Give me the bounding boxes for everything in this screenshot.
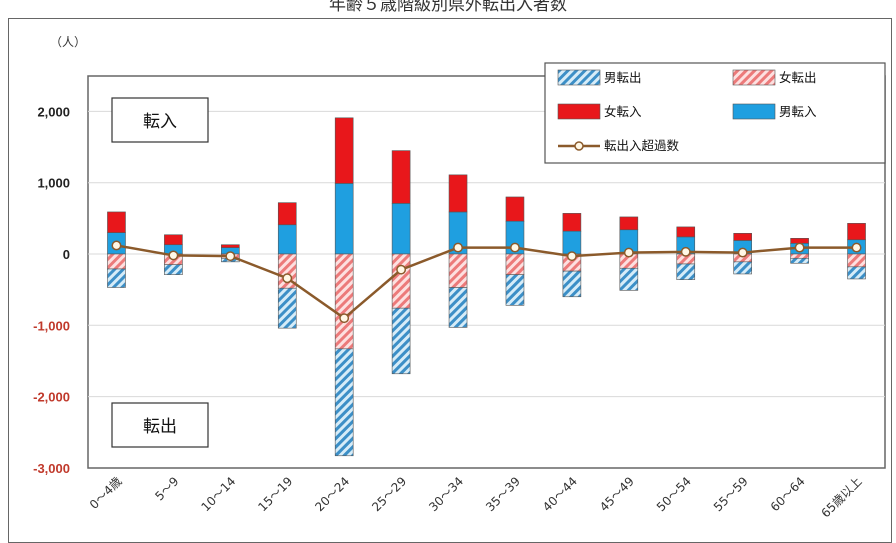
bar-female-out bbox=[448, 253, 468, 288]
bar-female-out bbox=[107, 253, 126, 270]
net-migration-point bbox=[737, 247, 748, 258]
net-migration-point bbox=[623, 247, 634, 258]
y-tick-label: 2,000 bbox=[37, 104, 70, 119]
net-migration-point bbox=[680, 246, 691, 257]
y-tick-label: -1,000 bbox=[33, 318, 70, 333]
bar-male-in bbox=[562, 230, 582, 255]
bar-male-out bbox=[790, 257, 809, 264]
legend-label: 男転入 bbox=[779, 104, 817, 119]
bar-female-out bbox=[790, 253, 809, 259]
bar-female-in bbox=[619, 216, 639, 231]
net-migration-point bbox=[794, 242, 805, 253]
bar-female-in bbox=[334, 117, 354, 184]
bar-male-out bbox=[277, 287, 297, 329]
bar-female-in bbox=[448, 174, 468, 213]
y-axis-unit: （人） bbox=[50, 35, 86, 49]
bar-female-in bbox=[164, 234, 183, 246]
legend-swatch bbox=[732, 103, 776, 120]
net-migration-point bbox=[111, 240, 122, 251]
y-tick-label: 1,000 bbox=[37, 176, 70, 191]
bar-male-out bbox=[391, 307, 411, 375]
bar-male-out bbox=[619, 267, 639, 291]
net-migration-point bbox=[453, 242, 463, 253]
bar-male-out bbox=[733, 261, 752, 275]
bar-female-in bbox=[277, 202, 297, 226]
bar-female-in bbox=[847, 223, 866, 241]
bar-male-out bbox=[107, 268, 126, 288]
legend-swatch bbox=[557, 103, 601, 120]
bar-male-out bbox=[448, 287, 468, 328]
x-tick-label: 20～24 bbox=[312, 474, 352, 514]
bar-male-out bbox=[676, 263, 696, 280]
x-tick-label: 45～49 bbox=[597, 474, 637, 514]
chart-title: 年齢５歳階級別県外転出入者数 bbox=[329, 0, 567, 15]
x-tick-label: 40～44 bbox=[540, 474, 580, 514]
net-migration-line bbox=[116, 244, 857, 320]
bar-female-in bbox=[221, 244, 240, 248]
net-migration-point bbox=[282, 273, 293, 284]
bar-male-in bbox=[334, 183, 354, 255]
legend-box bbox=[544, 62, 886, 164]
bar-female-out bbox=[391, 253, 411, 309]
net-migration-point bbox=[225, 251, 236, 262]
legend-label: 女転出 bbox=[779, 70, 817, 85]
net-migration-point bbox=[510, 242, 520, 253]
x-tick-label: 50～54 bbox=[654, 474, 694, 514]
bar-female-in bbox=[733, 233, 752, 241]
x-tick-label: 10～14 bbox=[198, 474, 238, 514]
bar-female-out bbox=[334, 253, 354, 350]
legend-label: 女転入 bbox=[604, 104, 642, 119]
x-tick-label: 25～29 bbox=[369, 474, 409, 514]
legend-line-marker bbox=[574, 141, 584, 151]
bar-male-out bbox=[334, 348, 354, 457]
x-tick-label: 55～59 bbox=[711, 474, 751, 514]
bar-male-out bbox=[505, 274, 525, 306]
y-tick-label: -2,000 bbox=[33, 390, 70, 405]
y-tick-label: 0 bbox=[63, 247, 70, 262]
x-tick-label: 15～19 bbox=[255, 474, 295, 514]
bar-female-in bbox=[562, 213, 582, 232]
annotation-box-in bbox=[111, 97, 209, 143]
bar-female-out bbox=[847, 253, 866, 268]
bar-male-in bbox=[277, 224, 297, 255]
annotation-in-label: 転入 bbox=[143, 112, 177, 132]
legend-swatch bbox=[557, 69, 601, 86]
net-migration-point bbox=[339, 313, 350, 324]
bar-male-out bbox=[847, 266, 866, 280]
x-tick-label: 30～34 bbox=[426, 474, 466, 514]
net-migration-point bbox=[851, 242, 862, 253]
x-tick-label: 0～4歳 bbox=[87, 474, 125, 512]
net-migration-point bbox=[396, 264, 407, 275]
bar-female-in bbox=[505, 196, 525, 222]
y-tick-label: -3,000 bbox=[33, 461, 70, 476]
bar-male-out bbox=[562, 270, 582, 298]
bar-female-in bbox=[107, 211, 126, 233]
net-migration-point bbox=[566, 251, 577, 262]
annotation-box-out bbox=[111, 402, 209, 448]
bar-female-in bbox=[790, 238, 809, 244]
bar-female-in bbox=[391, 150, 411, 204]
annotation-out-label: 転出 bbox=[143, 417, 177, 437]
bar-female-out bbox=[505, 253, 525, 275]
net-migration-point bbox=[168, 250, 179, 261]
legend-label: 男転出 bbox=[604, 70, 642, 85]
x-tick-label: 65歳以上 bbox=[818, 474, 864, 520]
x-tick-label: 5～9 bbox=[152, 474, 181, 503]
x-tick-label: 60～64 bbox=[768, 474, 808, 514]
legend-label: 転出入超過数 bbox=[604, 138, 680, 153]
bar-female-in bbox=[676, 226, 696, 238]
bar-male-in bbox=[391, 203, 411, 255]
bar-male-out bbox=[164, 264, 183, 275]
x-tick-label: 35～39 bbox=[483, 474, 523, 514]
legend-swatch bbox=[732, 69, 776, 86]
